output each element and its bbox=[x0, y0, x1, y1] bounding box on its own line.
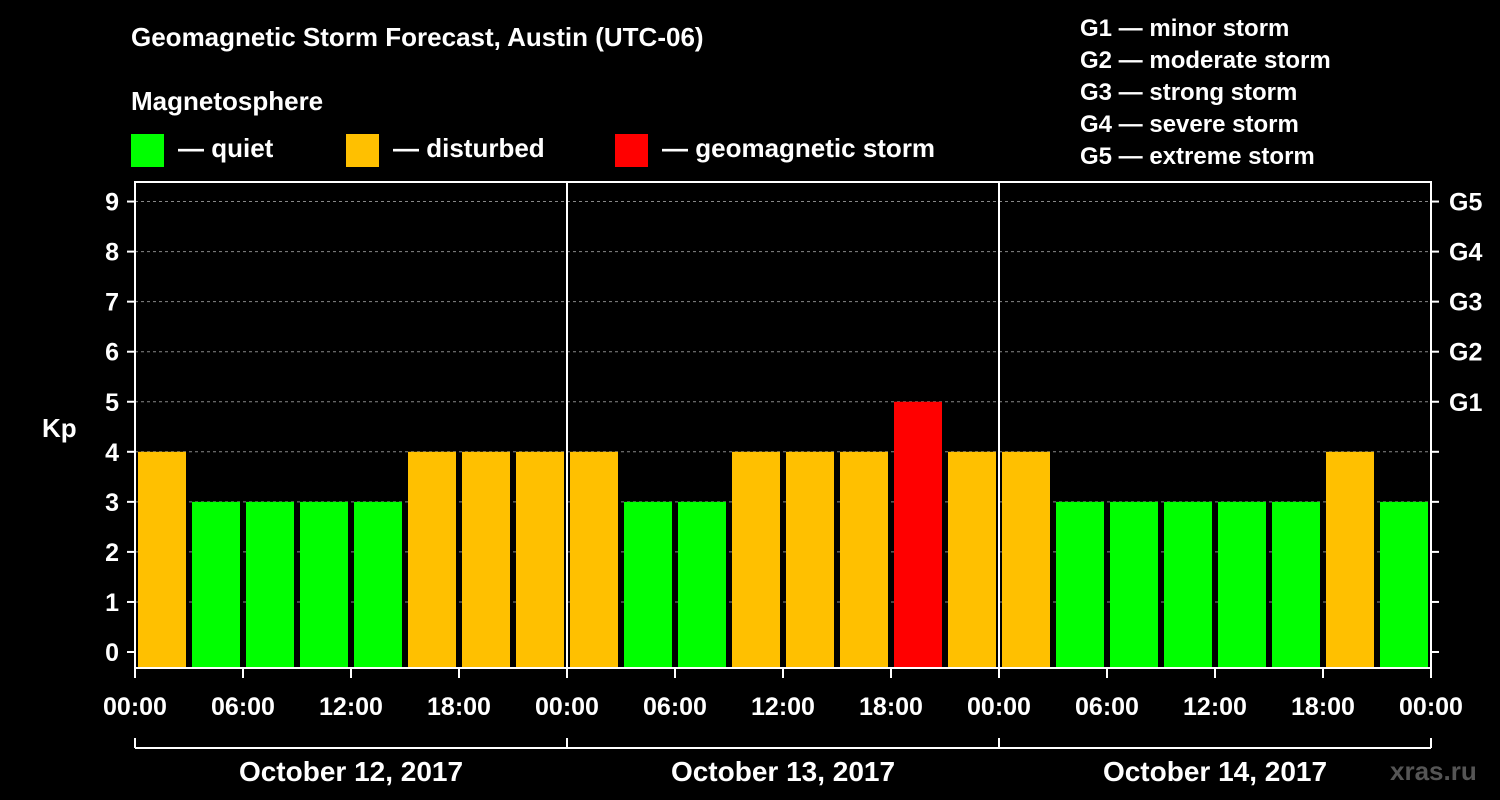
right-axis-label: G4 bbox=[1449, 239, 1482, 267]
legend-swatch-quiet bbox=[131, 134, 164, 167]
x-tick-label: 12:00 bbox=[319, 693, 383, 721]
kp-bar bbox=[1272, 501, 1320, 668]
legend-label-quiet: — quiet bbox=[178, 133, 274, 163]
kp-bar bbox=[1002, 451, 1050, 668]
day-label: October 12, 2017 bbox=[239, 756, 463, 787]
day-label: October 14, 2017 bbox=[1103, 756, 1327, 787]
kp-bar bbox=[1056, 501, 1104, 668]
watermark: xras.ru bbox=[1390, 756, 1477, 786]
x-tick-label: 12:00 bbox=[1183, 693, 1247, 721]
kp-bar bbox=[678, 501, 726, 668]
x-tick-label: 18:00 bbox=[427, 693, 491, 721]
kp-bar bbox=[246, 501, 294, 668]
kp-bar bbox=[840, 451, 888, 668]
kp-bar bbox=[300, 501, 348, 668]
right-axis-label: G1 bbox=[1449, 389, 1482, 417]
right-axis-label: G2 bbox=[1449, 339, 1482, 367]
x-tick-label: 00:00 bbox=[103, 693, 167, 721]
kp-bar bbox=[462, 451, 510, 668]
right-axis-label: G3 bbox=[1449, 289, 1482, 317]
kp-bar bbox=[1110, 501, 1158, 668]
x-tick-label: 06:00 bbox=[643, 693, 707, 721]
y-tick-label: 1 bbox=[105, 589, 119, 617]
day-label: October 13, 2017 bbox=[671, 756, 895, 787]
y-tick-label: 4 bbox=[105, 439, 119, 467]
x-tick-label: 18:00 bbox=[1291, 693, 1355, 721]
y-axis-label: Kp bbox=[42, 413, 77, 443]
legend-swatch-disturbed bbox=[346, 134, 379, 167]
kp-bar bbox=[354, 501, 402, 668]
y-tick-label: 8 bbox=[105, 239, 119, 267]
kp-bar bbox=[894, 401, 942, 668]
y-tick-label: 6 bbox=[105, 339, 119, 367]
kp-bar bbox=[786, 451, 834, 668]
magnetosphere-label: Magnetosphere bbox=[131, 86, 324, 116]
y-tick-label: 2 bbox=[105, 539, 119, 567]
y-tick-label: 7 bbox=[105, 289, 119, 317]
kp-bar bbox=[624, 501, 672, 668]
kp-bar bbox=[732, 451, 780, 668]
x-tick-label: 00:00 bbox=[535, 693, 599, 721]
scale-g3: G3 — strong storm bbox=[1080, 79, 1298, 106]
kp-bar bbox=[516, 451, 564, 668]
x-tick-label: 18:00 bbox=[859, 693, 923, 721]
kp-bar bbox=[1326, 451, 1374, 668]
scale-g5: G5 — extreme storm bbox=[1080, 143, 1315, 170]
kp-bar bbox=[570, 451, 618, 668]
kp-bar bbox=[1218, 501, 1266, 668]
scale-g2: G2 — moderate storm bbox=[1080, 47, 1331, 74]
y-tick-label: 0 bbox=[105, 639, 119, 667]
kp-bar bbox=[192, 501, 240, 668]
y-tick-label: 5 bbox=[105, 389, 119, 417]
x-tick-label: 06:00 bbox=[211, 693, 275, 721]
x-tick-label: 06:00 bbox=[1075, 693, 1139, 721]
kp-bar bbox=[1164, 501, 1212, 668]
legend-label-storm: — geomagnetic storm bbox=[662, 133, 936, 163]
y-tick-label: 3 bbox=[105, 489, 119, 517]
kp-bar bbox=[138, 451, 186, 668]
x-tick-label: 00:00 bbox=[1399, 693, 1463, 721]
scale-g1: G1 — minor storm bbox=[1080, 15, 1290, 42]
kp-bar bbox=[408, 451, 456, 668]
legend-swatch-storm bbox=[615, 134, 648, 167]
right-axis-label: G5 bbox=[1449, 189, 1482, 217]
scale-g4: G4 — severe storm bbox=[1080, 111, 1299, 138]
kp-bar bbox=[948, 451, 996, 668]
legend-label-disturbed: — disturbed bbox=[393, 133, 545, 163]
y-tick-label: 9 bbox=[105, 189, 119, 217]
chart-title: Geomagnetic Storm Forecast, Austin (UTC-… bbox=[131, 22, 704, 52]
kp-bar bbox=[1380, 501, 1428, 668]
x-tick-label: 12:00 bbox=[751, 693, 815, 721]
x-tick-label: 00:00 bbox=[967, 693, 1031, 721]
